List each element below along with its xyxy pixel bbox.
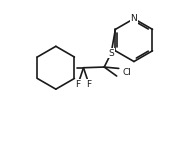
- Text: Cl: Cl: [120, 70, 129, 79]
- Text: F: F: [86, 80, 92, 89]
- Text: F: F: [75, 80, 81, 89]
- Text: S: S: [108, 49, 114, 58]
- Text: N: N: [131, 14, 137, 23]
- Text: Cl: Cl: [122, 68, 131, 77]
